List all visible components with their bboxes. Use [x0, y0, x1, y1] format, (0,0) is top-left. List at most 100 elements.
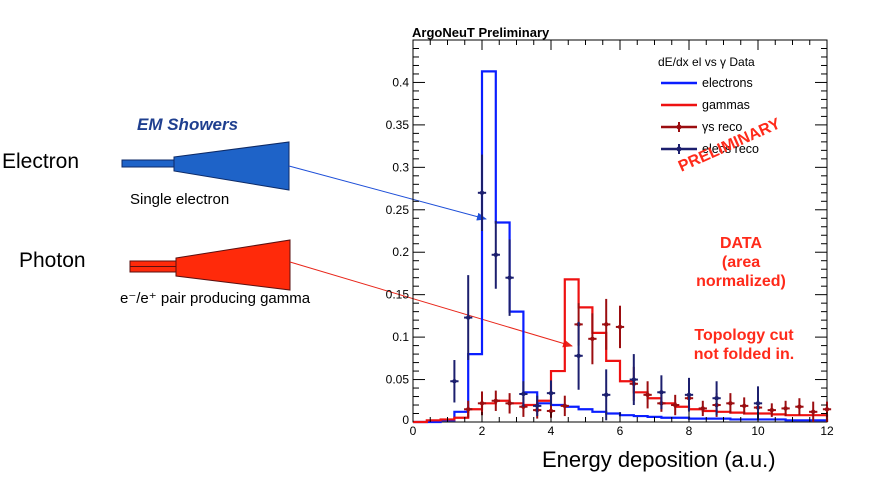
legend-entry: gammas	[702, 98, 750, 112]
marker	[590, 336, 595, 342]
marker	[797, 404, 802, 409]
point-sreco	[671, 394, 680, 416]
marker	[604, 392, 609, 398]
topology-note: Topology cut not folded in.	[664, 326, 824, 364]
point-sreco	[767, 403, 776, 417]
marker	[631, 377, 636, 382]
legend-entry: electrons	[702, 76, 753, 90]
x-tick-label: 8	[686, 424, 693, 438]
point-elecsreco	[712, 381, 721, 416]
legend-entry: γs reco	[702, 120, 742, 134]
x-tick-label: 6	[617, 424, 624, 438]
point-elecsreco	[602, 369, 611, 421]
point-sreco	[726, 393, 735, 414]
y-tick-label: 0.4	[392, 75, 409, 89]
y-tick-label: 0.15	[386, 288, 410, 302]
point-elecsreco	[629, 354, 638, 406]
marker	[673, 402, 678, 408]
point-sreco	[795, 398, 804, 416]
data-note: DATA (area normalized)	[671, 234, 811, 291]
point-sreco	[560, 395, 569, 417]
point-sreco	[602, 298, 611, 350]
point-elecsreco	[491, 220, 500, 289]
marker	[562, 403, 567, 409]
marker	[769, 407, 774, 413]
y-tick-label: 0.3	[392, 160, 409, 174]
marker	[728, 401, 733, 406]
data-note-line: (area	[721, 254, 761, 271]
x-tick-label: 10	[751, 424, 765, 438]
marker	[576, 353, 581, 358]
x-tick-label: 2	[479, 424, 486, 438]
x-tick-label: 4	[548, 424, 555, 438]
em-showers-title: EM Showers	[137, 115, 239, 134]
point-sreco	[491, 390, 500, 411]
marker	[645, 392, 650, 398]
point-sreco	[505, 393, 514, 414]
y-tick-label: 0.05	[386, 373, 410, 387]
point-elecsreco	[533, 395, 542, 417]
photon-pointer-arrow	[289, 261, 573, 348]
marker	[507, 275, 512, 280]
pair-producing-gamma-caption: e⁻/e⁺ pair producing gamma	[120, 290, 311, 307]
y-tick-label: 0.2	[392, 245, 409, 259]
x-axis-label: Energy deposition (a.u.)	[542, 447, 776, 472]
marker	[452, 379, 457, 384]
legend-marker	[676, 146, 682, 152]
topology-note-line: not folded in.	[693, 346, 795, 363]
legend-title: dE/dx el vs γ Data	[658, 55, 755, 69]
point-sreco	[740, 397, 749, 415]
marker	[700, 406, 705, 411]
legend-marker	[676, 124, 682, 130]
y-tick-label: 0.35	[386, 118, 410, 132]
marker	[507, 401, 512, 406]
marker	[535, 403, 540, 409]
y-tick-label: 0.1	[392, 330, 409, 344]
point-sreco	[643, 381, 652, 409]
point-elecsreco	[464, 275, 473, 361]
data-note-line: DATA	[719, 235, 763, 252]
marker	[548, 408, 554, 414]
marker	[755, 401, 761, 406]
y-tick-label: 0.25	[386, 203, 410, 217]
x-tick-label: 0	[410, 424, 417, 438]
point-sreco	[588, 313, 597, 365]
marker	[479, 401, 485, 406]
electron-label: Electron	[2, 150, 80, 173]
chart-title: ArgoNeuT Preliminary	[412, 25, 550, 40]
point-sreco	[781, 400, 790, 417]
x-tick-label: 12	[820, 424, 834, 438]
marker	[824, 407, 830, 412]
point-sreco	[477, 391, 487, 416]
point-sreco	[698, 400, 707, 417]
marker	[479, 190, 485, 195]
marker	[493, 398, 498, 403]
electron-shower-cone-icon	[173, 141, 290, 191]
marker	[466, 407, 471, 412]
point-sreco	[615, 305, 625, 349]
point-elecsreco	[574, 321, 583, 390]
data-note-line: normalized)	[696, 273, 786, 290]
point-elecsreco	[477, 154, 487, 231]
point-elecsreco	[684, 377, 694, 412]
point-elecsreco	[505, 239, 514, 316]
marker	[521, 391, 526, 397]
point-elecsreco	[546, 380, 556, 406]
single-electron-caption: Single electron	[130, 191, 230, 208]
point-elecsreco	[657, 375, 666, 410]
photon-label: Photon	[19, 249, 86, 272]
point-sreco	[464, 400, 473, 418]
marker	[617, 324, 623, 330]
marker	[783, 406, 788, 411]
legend-entry: elecs reco	[702, 142, 759, 156]
marker	[811, 409, 816, 415]
marker	[686, 392, 692, 398]
marker	[493, 252, 498, 257]
topology-note-line: Topology cut	[694, 327, 794, 344]
marker	[604, 322, 609, 327]
electron-pointer-arrow	[288, 165, 487, 221]
marker	[548, 390, 554, 396]
marker	[742, 403, 747, 409]
